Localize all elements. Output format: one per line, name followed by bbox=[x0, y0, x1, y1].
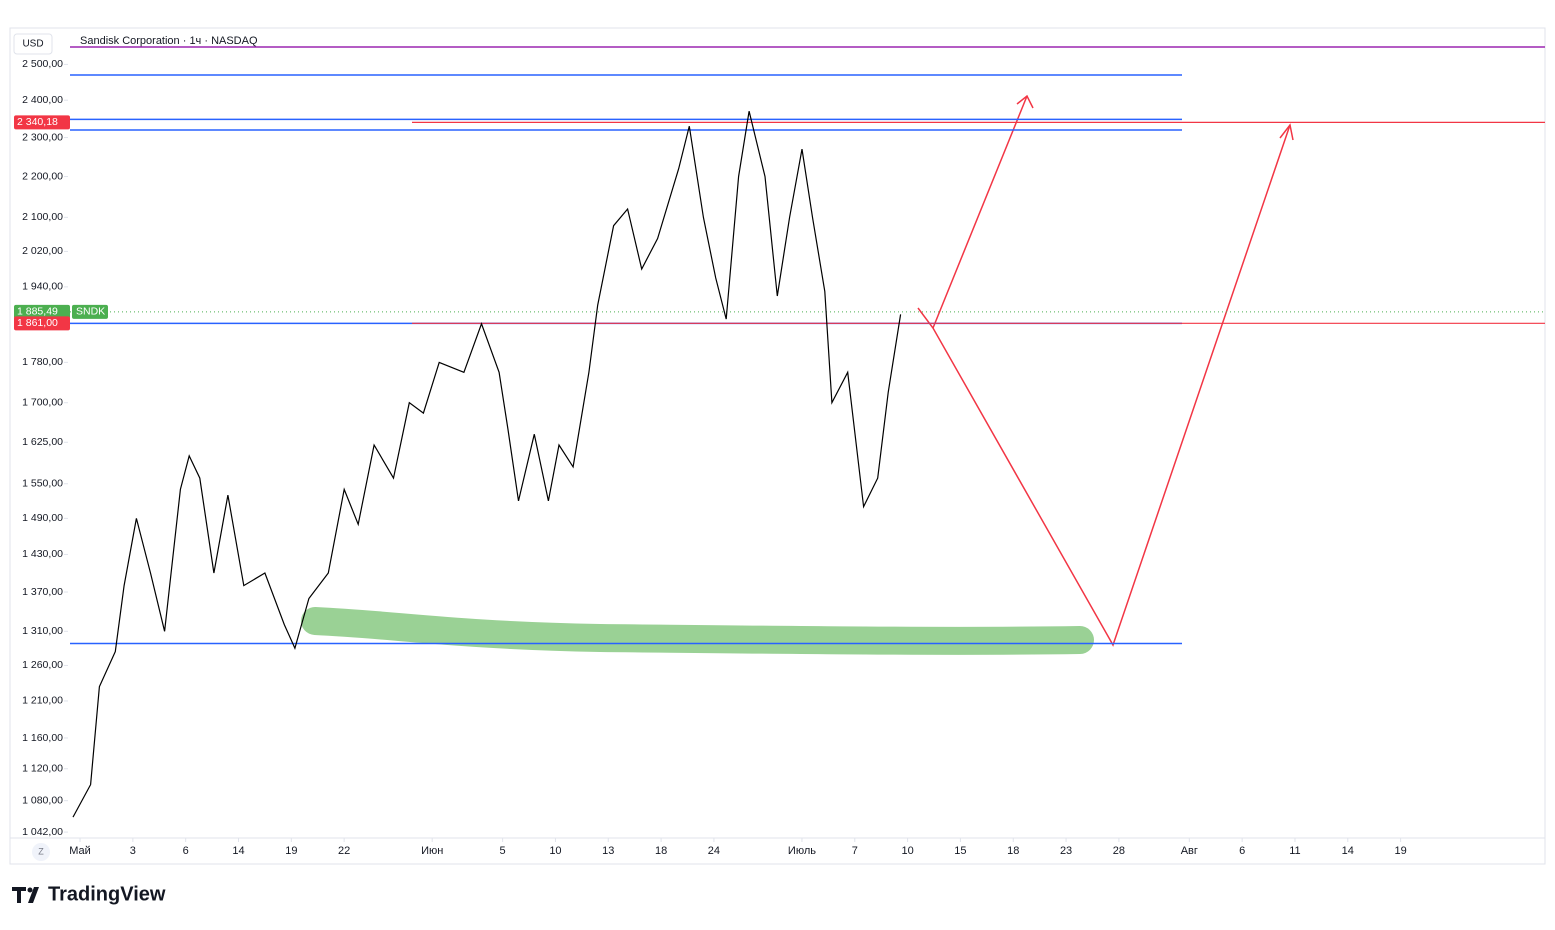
x-tick-label: 23 bbox=[1060, 845, 1072, 857]
x-tick-label: 7 bbox=[852, 845, 858, 857]
y-tick-label: 1 080,00 bbox=[22, 794, 63, 806]
chart-title: Sandisk Corporation · 1ч · NASDAQ bbox=[80, 35, 258, 47]
x-tick-label: 13 bbox=[602, 845, 614, 857]
x-tick-label: 11 bbox=[1289, 845, 1300, 857]
x-tick-label: Май bbox=[69, 845, 91, 857]
price-label-bg bbox=[14, 316, 70, 331]
x-tick-label: 22 bbox=[338, 845, 350, 857]
y-tick-label: 2 400,00 bbox=[22, 94, 63, 106]
y-tick-label: 1 625,00 bbox=[22, 436, 63, 448]
y-tick-label: 1 160,00 bbox=[22, 732, 63, 744]
y-tick-label: 1 310,00 bbox=[22, 625, 63, 637]
y-tick-label: 2 020,00 bbox=[22, 245, 63, 257]
x-tick-label: 6 bbox=[183, 845, 189, 857]
y-tick-label: 2 300,00 bbox=[22, 131, 63, 143]
price-label: 1 861,00 bbox=[17, 317, 58, 329]
x-tick-label: 28 bbox=[1113, 845, 1125, 857]
y-tick-label: 1 490,00 bbox=[22, 512, 63, 524]
price-line-series bbox=[72, 111, 902, 818]
x-tick-label: 15 bbox=[954, 845, 966, 857]
x-tick-label: 14 bbox=[1342, 845, 1354, 857]
support-zone-highlight bbox=[301, 607, 1094, 655]
ticker: SNDK bbox=[76, 306, 105, 318]
x-tick-label: 10 bbox=[549, 845, 561, 857]
y-tick-label: 1 430,00 bbox=[22, 548, 63, 560]
x-tick-label: 5 bbox=[500, 845, 506, 857]
y-tick-label: 1 260,00 bbox=[22, 659, 63, 671]
y-tick-label: 1 042,00 bbox=[22, 826, 63, 838]
y-tick-label: 1 370,00 bbox=[22, 586, 63, 598]
price-label: 2 340,18 bbox=[17, 116, 58, 128]
currency: USD bbox=[22, 39, 43, 50]
x-tick-label: 3 bbox=[130, 845, 136, 857]
price-label-bg bbox=[14, 115, 70, 130]
y-tick-label: 1 700,00 bbox=[22, 396, 63, 408]
x-tick-label: 6 bbox=[1239, 845, 1245, 857]
x-tick-label: 10 bbox=[901, 845, 913, 857]
y-tick-label: 1 940,00 bbox=[22, 281, 63, 293]
tradingview-logo bbox=[12, 887, 39, 903]
x-tick-label: Июн bbox=[421, 845, 443, 857]
x-tick-label: Авг bbox=[1181, 845, 1198, 857]
y-tick-label: 2 100,00 bbox=[22, 211, 63, 223]
x-tick-label: 19 bbox=[1394, 845, 1406, 857]
price-label: 1 885,49 bbox=[17, 306, 58, 318]
brand: TradingView bbox=[48, 883, 166, 905]
ticker-badge bbox=[72, 304, 108, 319]
timezone-button[interactable] bbox=[32, 843, 50, 861]
y-tick-label: 2 500,00 bbox=[22, 58, 63, 70]
x-tick-label: 14 bbox=[232, 845, 244, 857]
forecast-arrows bbox=[917, 94, 1294, 647]
y-tick-label: 1 550,00 bbox=[22, 478, 63, 490]
y-tick-label: 1 780,00 bbox=[22, 356, 63, 368]
x-tick-label: 19 bbox=[285, 845, 297, 857]
chart-frame bbox=[9, 27, 1546, 865]
timezone-label: Z bbox=[38, 846, 44, 856]
y-tick-label: 1 210,00 bbox=[22, 695, 63, 707]
x-tick-label: 24 bbox=[708, 845, 720, 857]
price-label-bg bbox=[14, 304, 70, 319]
x-tick-label: 18 bbox=[1007, 845, 1019, 857]
x-tick-label: Июль bbox=[788, 845, 816, 857]
y-tick-label: 1 120,00 bbox=[22, 763, 63, 775]
y-tick-label: 2 200,00 bbox=[22, 170, 63, 182]
x-tick-label: 18 bbox=[655, 845, 667, 857]
currency-button[interactable] bbox=[13, 33, 53, 55]
